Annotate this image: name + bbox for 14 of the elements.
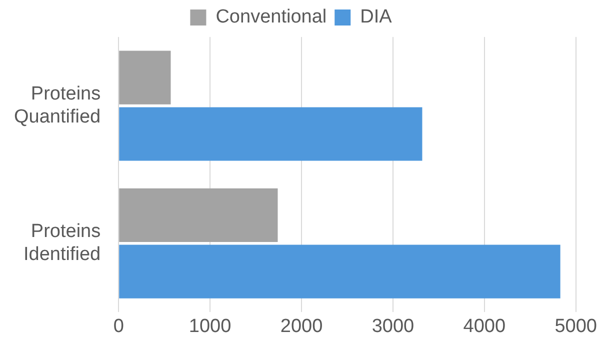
bar xyxy=(119,107,422,161)
bar xyxy=(119,50,171,104)
y-tick-label: Proteins Identified xyxy=(23,221,101,266)
legend-label: DIA xyxy=(360,6,392,28)
bar xyxy=(119,188,278,242)
legend-label: Conventional xyxy=(216,6,327,28)
x-tick-label: 5000 xyxy=(554,316,598,337)
bar xyxy=(119,244,560,298)
x-tick-label: 3000 xyxy=(372,316,414,337)
x-tick-label: 4000 xyxy=(463,316,506,337)
y-tick-label: Proteins Quantified xyxy=(14,84,101,128)
x-tick-label: 2000 xyxy=(280,316,323,337)
x-tick-label: 1000 xyxy=(188,316,232,337)
x-tick-label: 0 xyxy=(113,316,124,337)
